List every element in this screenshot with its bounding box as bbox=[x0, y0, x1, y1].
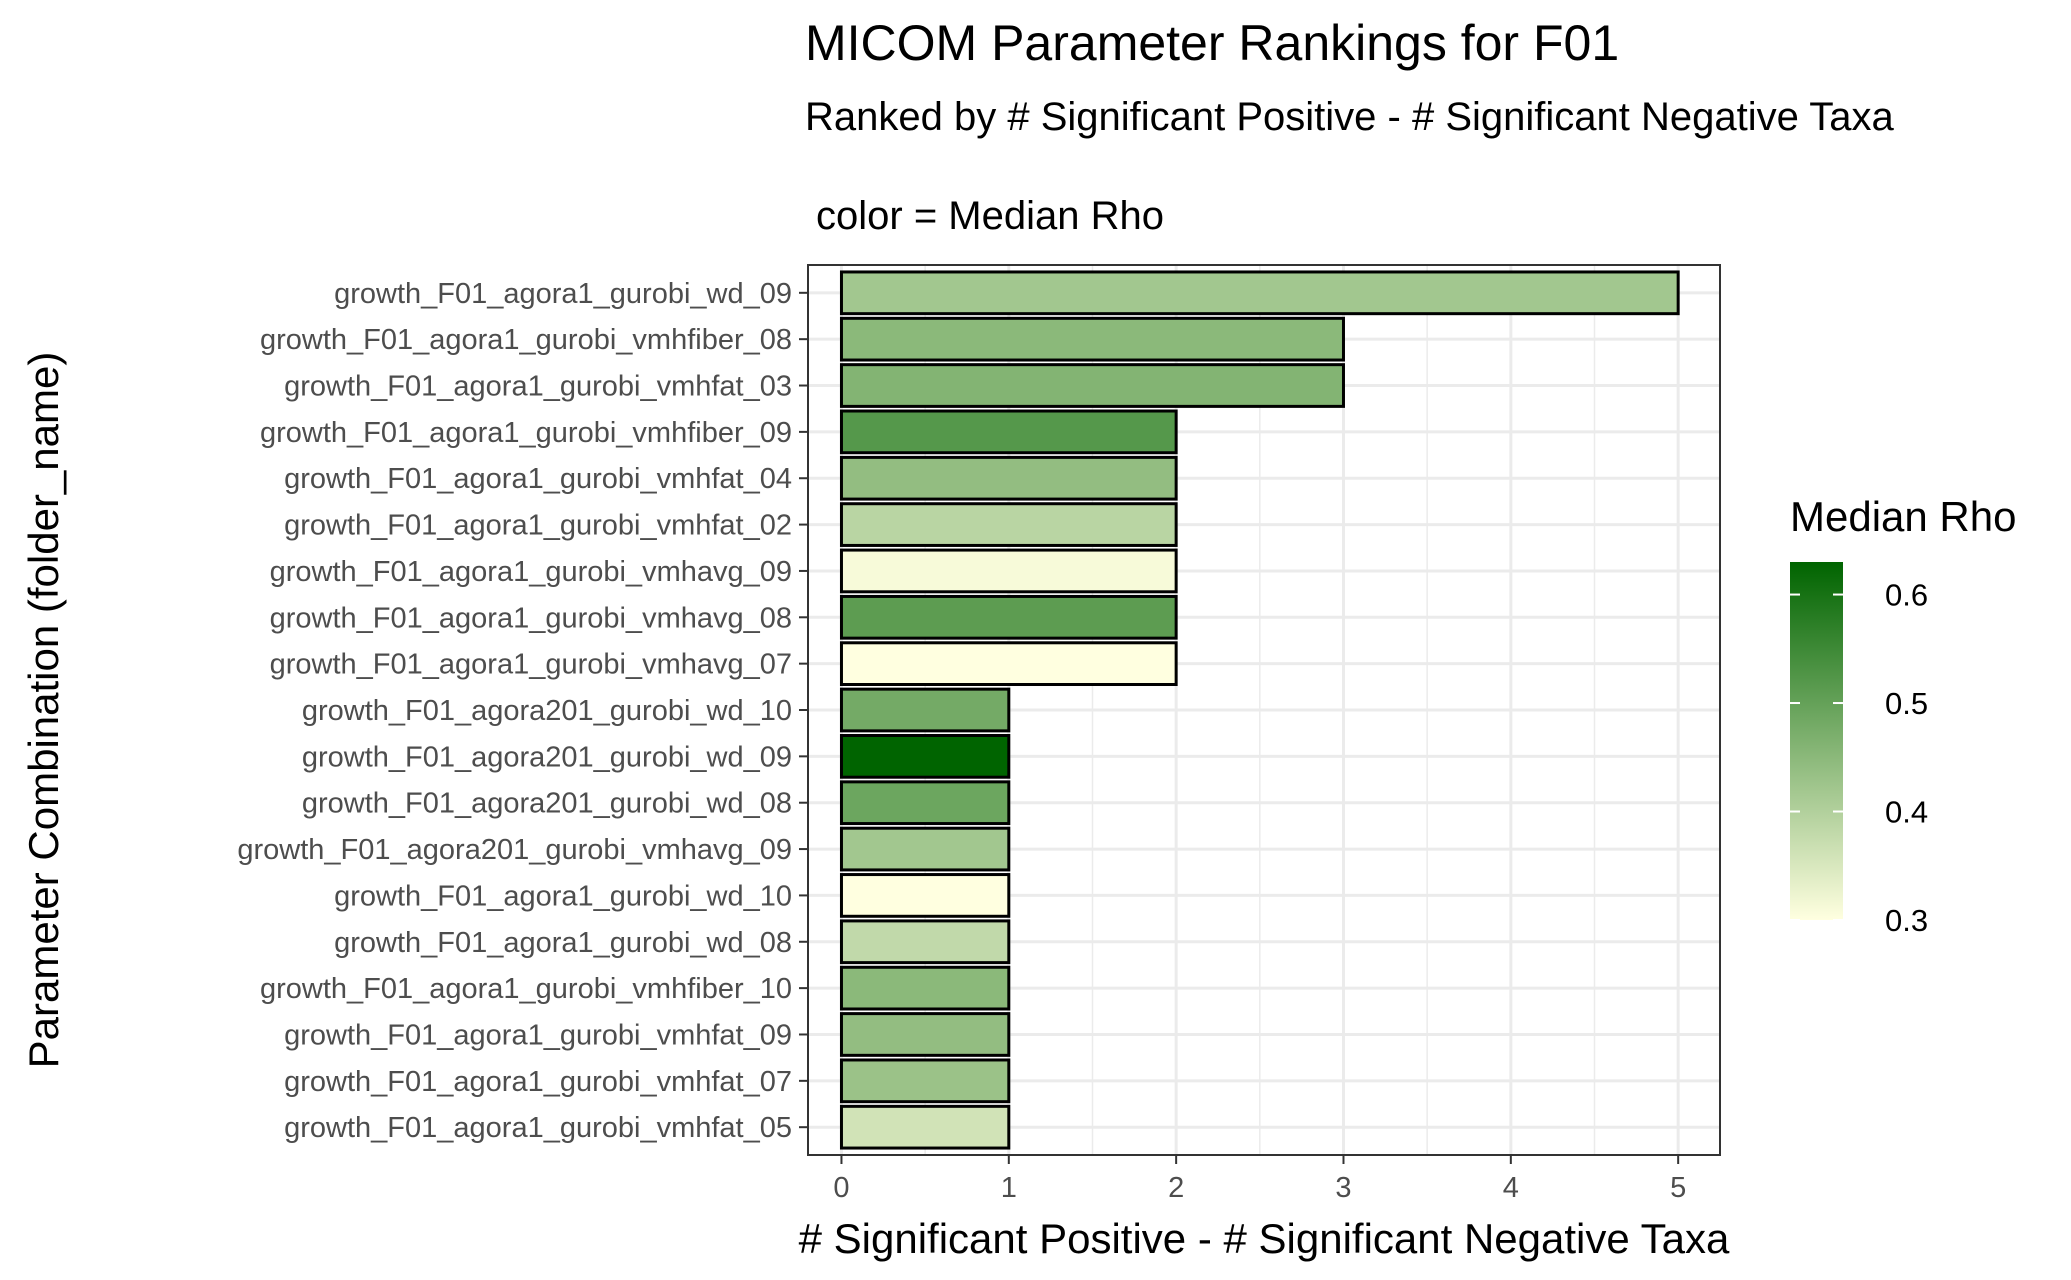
bar bbox=[839, 1104, 1011, 1150]
y-tick-label: growth_F01_agora1_gurobi_vmhfiber_08 bbox=[260, 324, 792, 356]
bar bbox=[839, 965, 1011, 1011]
y-tick-label: growth_F01_agora1_gurobi_vmhfat_04 bbox=[284, 463, 792, 495]
bar bbox=[839, 1058, 1011, 1104]
y-tick-label: growth_F01_agora1_gurobi_vmhfiber_10 bbox=[260, 973, 792, 1005]
bar bbox=[839, 502, 1178, 547]
x-tick-label: 2 bbox=[1168, 1172, 1184, 1204]
bar bbox=[839, 455, 1178, 501]
y-tick-label: growth_F01_agora201_gurobi_wd_10 bbox=[302, 695, 792, 727]
y-axis: growth_F01_agora1_gurobi_wd_09 growth_F01… bbox=[237, 278, 808, 1144]
grid-lines bbox=[808, 265, 1720, 1155]
y-tick-label: growth_F01_agora1_gurobi_vmhavg_08 bbox=[270, 602, 792, 634]
bar bbox=[839, 780, 1011, 826]
bar bbox=[839, 409, 1178, 455]
y-tick-label: growth_F01_agora1_gurobi_wd_08 bbox=[334, 927, 792, 959]
y-tick-label: growth_F01_agora1_gurobi_vmhfat_02 bbox=[284, 510, 792, 542]
y-tick-label: growth_F01_agora1_gurobi_vmhfat_05 bbox=[284, 1112, 792, 1144]
y-tick-label: growth_F01_agora1_gurobi_wd_09 bbox=[334, 278, 792, 310]
y-tick-label: growth_F01_agora1_gurobi_vmhfat_03 bbox=[284, 371, 792, 403]
y-tick-label: growth_F01_agora1_gurobi_vmhavg_09 bbox=[270, 556, 792, 588]
bar bbox=[839, 733, 1011, 779]
y-tick-label: growth_F01_agora1_gurobi_vmhavg_07 bbox=[270, 649, 792, 681]
chart-title: MICOM Parameter Rankings for F01 bbox=[805, 15, 1619, 71]
legend: Median Rho 0.6 0.5 0.4 0.3 bbox=[1790, 493, 2016, 938]
bar bbox=[839, 316, 1345, 362]
y-tick-label: growth_F01_agora1_gurobi_vmhfiber_09 bbox=[260, 417, 792, 449]
legend-ticks: 0.6 0.5 0.4 0.3 bbox=[1790, 578, 1928, 938]
y-tick-label: growth_F01_agora201_gurobi_vmhavg_09 bbox=[237, 834, 792, 866]
x-tick-label: 4 bbox=[1503, 1172, 1519, 1204]
legend-tick-label: 0.4 bbox=[1885, 795, 1928, 830]
bar bbox=[839, 687, 1011, 733]
bars bbox=[839, 270, 1680, 1150]
x-tick-label: 3 bbox=[1335, 1172, 1351, 1204]
bar bbox=[839, 919, 1011, 965]
x-tick-label: 0 bbox=[833, 1172, 849, 1204]
x-tick-label: 1 bbox=[1001, 1172, 1017, 1204]
x-axis: 0 1 2 3 4 5 bbox=[833, 1155, 1686, 1204]
bar bbox=[839, 1012, 1011, 1057]
chart-subtitle: Ranked by # Significant Positive - # Sig… bbox=[805, 95, 1895, 139]
y-tick-label: growth_F01_agora201_gurobi_wd_08 bbox=[302, 788, 792, 820]
bar bbox=[839, 548, 1178, 594]
legend-tick-label: 0.3 bbox=[1885, 903, 1928, 938]
bar bbox=[839, 826, 1011, 872]
legend-tick-label: 0.5 bbox=[1885, 686, 1928, 721]
y-tick-label: growth_F01_agora1_gurobi_wd_10 bbox=[334, 880, 792, 912]
bar bbox=[839, 594, 1178, 640]
legend-tick-label: 0.6 bbox=[1885, 578, 1928, 613]
bar bbox=[839, 641, 1178, 687]
bar bbox=[839, 270, 1680, 316]
bar bbox=[839, 873, 1011, 918]
legend-colorbar bbox=[1790, 562, 1843, 920]
x-tick-label: 5 bbox=[1670, 1172, 1686, 1204]
y-tick-label: growth_F01_agora1_gurobi_vmhfat_07 bbox=[284, 1066, 792, 1098]
y-tick-label: growth_F01_agora1_gurobi_vmhfat_09 bbox=[284, 1019, 792, 1051]
legend-title: Median Rho bbox=[1790, 493, 2016, 540]
x-axis-title: # Significant Positive - # Significant N… bbox=[799, 1215, 1730, 1262]
y-tick-label: growth_F01_agora201_gurobi_wd_09 bbox=[302, 741, 792, 773]
bar bbox=[839, 363, 1345, 408]
y-axis-title: Parameter Combination (folder_name) bbox=[20, 352, 67, 1069]
chart-caption: color = Median Rho bbox=[816, 194, 1164, 238]
